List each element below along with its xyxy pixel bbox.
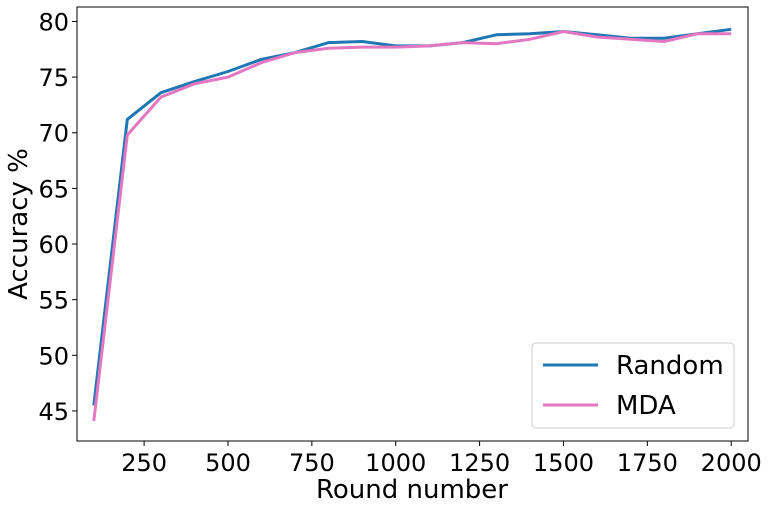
data-point bbox=[663, 40, 666, 43]
y-tick-label: 70 bbox=[38, 120, 69, 148]
data-point bbox=[629, 38, 632, 41]
data-point bbox=[361, 46, 364, 49]
x-tick-label: 250 bbox=[121, 449, 167, 477]
data-point bbox=[495, 33, 498, 36]
data-point bbox=[260, 61, 263, 64]
y-tick-label: 65 bbox=[38, 175, 69, 203]
legend: Random MDA bbox=[531, 342, 735, 429]
data-point bbox=[596, 36, 599, 39]
data-point bbox=[528, 32, 531, 35]
data-point bbox=[227, 70, 230, 73]
data-point bbox=[126, 118, 129, 121]
y-axis-title: Accuracy % bbox=[4, 148, 34, 300]
x-tick-label: 1250 bbox=[449, 449, 510, 477]
data-point bbox=[260, 58, 263, 61]
series-line-1 bbox=[92, 30, 732, 422]
data-point bbox=[428, 44, 431, 47]
x-tick-label: 500 bbox=[205, 449, 251, 477]
x-tick-label: 1000 bbox=[365, 449, 426, 477]
y-axis: 45 50 55 60 65 70 75 80 bbox=[38, 8, 77, 426]
y-tick-label: 80 bbox=[38, 8, 69, 36]
data-point bbox=[126, 134, 129, 137]
x-tick-label: 1500 bbox=[533, 449, 594, 477]
y-tick-label: 45 bbox=[38, 398, 69, 426]
y-tick-label: 75 bbox=[38, 64, 69, 92]
data-point bbox=[193, 82, 196, 85]
data-point bbox=[730, 28, 733, 31]
data-point bbox=[663, 37, 666, 40]
data-point bbox=[394, 46, 397, 49]
x-axis-title: Round number bbox=[316, 475, 508, 505]
legend-label-1: MDA bbox=[616, 391, 676, 421]
x-tick-label: 2000 bbox=[701, 449, 762, 477]
x-axis: 250 500 750 1000 1250 1500 1750 2000 bbox=[121, 441, 762, 477]
data-point bbox=[92, 420, 95, 423]
x-tick-label: 750 bbox=[289, 449, 335, 477]
data-point bbox=[159, 91, 162, 94]
data-point bbox=[528, 38, 531, 41]
data-point bbox=[696, 32, 699, 35]
data-point bbox=[327, 47, 330, 50]
data-point bbox=[730, 32, 733, 35]
series-layer bbox=[92, 27, 733, 423]
data-point bbox=[327, 41, 330, 44]
data-point bbox=[495, 42, 498, 45]
y-tick-label: 50 bbox=[38, 342, 69, 370]
data-point bbox=[461, 41, 464, 44]
data-point bbox=[159, 96, 162, 99]
data-point bbox=[227, 76, 230, 79]
data-point bbox=[294, 51, 297, 54]
x-tick-label: 1750 bbox=[617, 449, 678, 477]
y-tick-label: 60 bbox=[38, 231, 69, 259]
data-point bbox=[361, 40, 364, 43]
data-point bbox=[562, 30, 565, 33]
legend-label-0: Random bbox=[616, 351, 724, 381]
y-tick-label: 55 bbox=[38, 287, 69, 315]
